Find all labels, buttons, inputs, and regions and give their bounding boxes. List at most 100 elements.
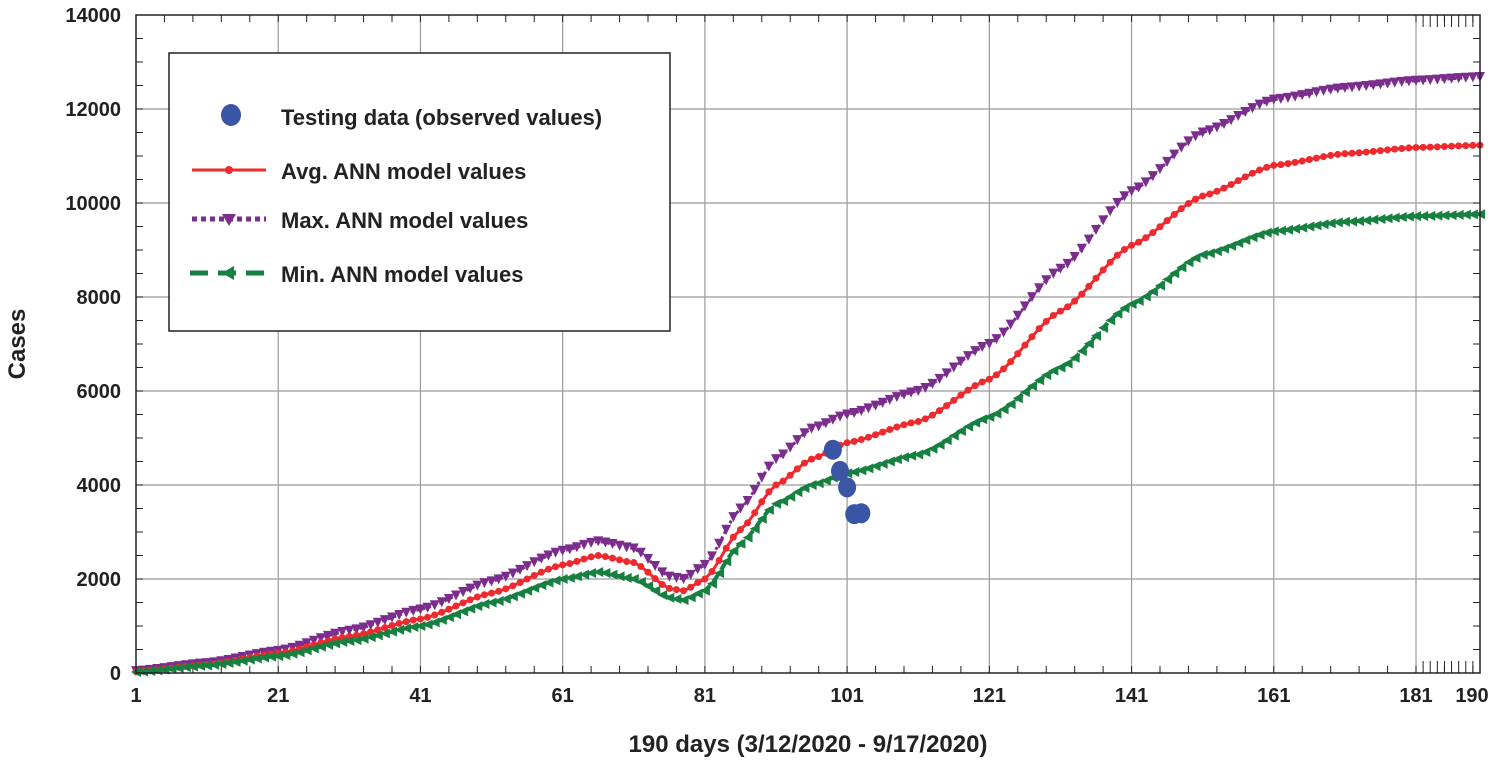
series-avg-point [900, 421, 908, 429]
series-avg-point [808, 455, 816, 463]
series-max-point [685, 569, 696, 580]
series-min-point [579, 569, 589, 580]
series-max-point [315, 633, 326, 644]
series-min-point [1140, 291, 1151, 302]
series-min-point [884, 456, 895, 467]
series-avg-point [1106, 258, 1114, 266]
series-min-point [849, 467, 860, 478]
series-min-point [479, 599, 490, 610]
legend-swatch-avg-marker [225, 166, 233, 174]
series-min-point [273, 651, 284, 662]
series-max-point [699, 559, 710, 570]
series-max-point [344, 625, 355, 636]
series-avg-point [1014, 350, 1022, 358]
series-max-point [735, 503, 746, 514]
series-avg-point [630, 559, 638, 567]
series-avg-point [1412, 144, 1420, 152]
series-min-point [1133, 295, 1144, 306]
legend-swatch-min-marker [222, 266, 234, 280]
series-max-point [308, 635, 319, 646]
y-tick-label: 0 [110, 663, 121, 685]
series-max-point [436, 597, 447, 608]
x-tick-labels: 1 21 41 61 81 101 121 141 161 181 190 [130, 685, 1488, 707]
series-avg-point [765, 488, 773, 496]
series-min-point [963, 421, 973, 432]
testing-data-point [838, 477, 857, 498]
series-avg-point [779, 477, 787, 485]
series-max-point [1119, 191, 1130, 202]
series-avg-point [950, 396, 958, 404]
series-max-point [820, 418, 831, 429]
series-avg-point [616, 556, 624, 564]
series-avg-point [992, 371, 1000, 379]
series-min-point [1027, 381, 1037, 392]
series-min-point [628, 574, 639, 584]
series-avg-point [580, 555, 588, 563]
series-max-point [813, 421, 824, 432]
series-min-point [1396, 212, 1407, 223]
series-avg-point [1298, 157, 1306, 165]
series-max-point [998, 327, 1009, 338]
series-min-point [1048, 365, 1059, 376]
series-avg-point [864, 433, 872, 441]
series-min-point [187, 661, 198, 672]
series-avg-point [459, 599, 467, 607]
series-avg-point [744, 519, 752, 527]
series-max-point [1233, 111, 1244, 122]
series-avg-point [388, 621, 396, 629]
series-avg-point [1270, 161, 1278, 169]
y-tick-label: 2000 [77, 569, 122, 591]
series-avg-point [658, 580, 666, 588]
series-min-point [372, 630, 383, 641]
series-min-point [927, 443, 938, 454]
x-axis-label: 190 days (3/12/2020 - 9/17/2020) [629, 731, 988, 758]
series-min-point [1197, 249, 1208, 260]
series-min-point [315, 641, 326, 652]
series-max-point [913, 386, 924, 396]
series-min-point [806, 480, 817, 490]
series-min-point [692, 588, 703, 599]
series-avg-point [1000, 365, 1008, 373]
series-min-point [1375, 213, 1386, 224]
series-max-point [877, 397, 888, 408]
series-max-point [899, 389, 909, 400]
series-min-point [1119, 303, 1130, 314]
series-max-point [1354, 81, 1365, 92]
series-min-point [984, 411, 995, 422]
series-avg-point [1462, 142, 1470, 150]
series-min-point [955, 425, 966, 436]
series-min-point [1012, 393, 1023, 404]
series-min-point [1254, 229, 1265, 240]
series-min-point [998, 404, 1009, 415]
series-min-point [1347, 216, 1357, 227]
series-max-point [1446, 73, 1457, 84]
series-max-point [891, 392, 902, 403]
series-avg-point [1455, 142, 1463, 150]
series-avg-point [815, 453, 823, 461]
series-avg-point [1092, 274, 1100, 282]
series-max-point [1403, 76, 1414, 87]
series-max-point [479, 578, 490, 589]
y-tick-label: 4000 [77, 475, 122, 497]
series-max-point [1211, 122, 1222, 133]
series-min-point [522, 585, 533, 596]
legend-label-max-model: Max. ANN model values [281, 208, 528, 233]
x-tick-label: 21 [267, 685, 289, 707]
series-avg-point [637, 562, 645, 570]
series-min-point [1240, 235, 1251, 246]
series-avg-point [1206, 190, 1214, 198]
series-min-point [173, 662, 184, 673]
series-max-point [991, 334, 1002, 345]
series-max-point [785, 442, 796, 453]
series-min-point [721, 556, 732, 567]
series-min-point [1176, 262, 1187, 273]
series-min-point [685, 592, 696, 603]
series-min-point [707, 578, 717, 589]
series-max-point [600, 537, 611, 548]
series-avg-point [687, 583, 695, 591]
series-max-point [650, 561, 661, 572]
series-max-point [692, 564, 703, 575]
series-avg-point [971, 382, 979, 390]
series-avg-point [523, 575, 531, 583]
series-avg-point [402, 618, 410, 626]
